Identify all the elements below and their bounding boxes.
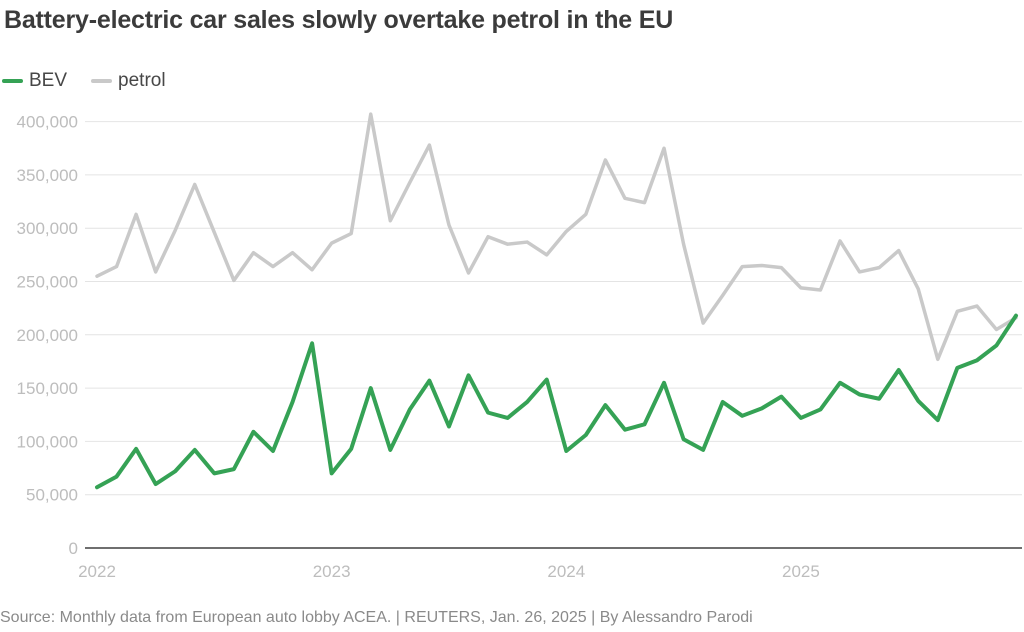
y-tick-label: 100,000 — [17, 432, 78, 451]
petrol-line-swatch-icon — [91, 79, 113, 83]
legend-label-petrol: petrol — [118, 70, 166, 91]
x-tick-label: 2023 — [313, 562, 351, 581]
petrol-series-line — [95, 112, 1018, 362]
source-attribution: Source: Monthly data from European auto … — [0, 609, 753, 626]
x-tick-label: 2024 — [547, 562, 585, 581]
legend-item-bev: BEV — [2, 70, 67, 92]
y-tick-label: 300,000 — [17, 219, 78, 238]
y-tick-label: 150,000 — [17, 379, 78, 398]
x-tick-label: 2022 — [78, 562, 116, 581]
chart-legend: BEV petrol — [2, 70, 190, 92]
legend-label-bev: BEV — [29, 70, 68, 91]
bev-line-swatch-icon — [2, 79, 23, 83]
y-tick-label: 200,000 — [17, 326, 78, 345]
y-tick-label: 350,000 — [17, 166, 78, 185]
y-tick-label: 400,000 — [17, 113, 78, 132]
y-tick-label: 50,000 — [26, 486, 78, 505]
x-tick-label: 2025 — [782, 562, 820, 581]
bev-series-line — [95, 313, 1018, 490]
y-tick-label: 0 — [69, 539, 78, 558]
page-title: Battery-electric car sales slowly overta… — [4, 6, 674, 34]
legend-item-petrol: petrol — [91, 70, 166, 92]
y-tick-label: 250,000 — [17, 273, 78, 292]
